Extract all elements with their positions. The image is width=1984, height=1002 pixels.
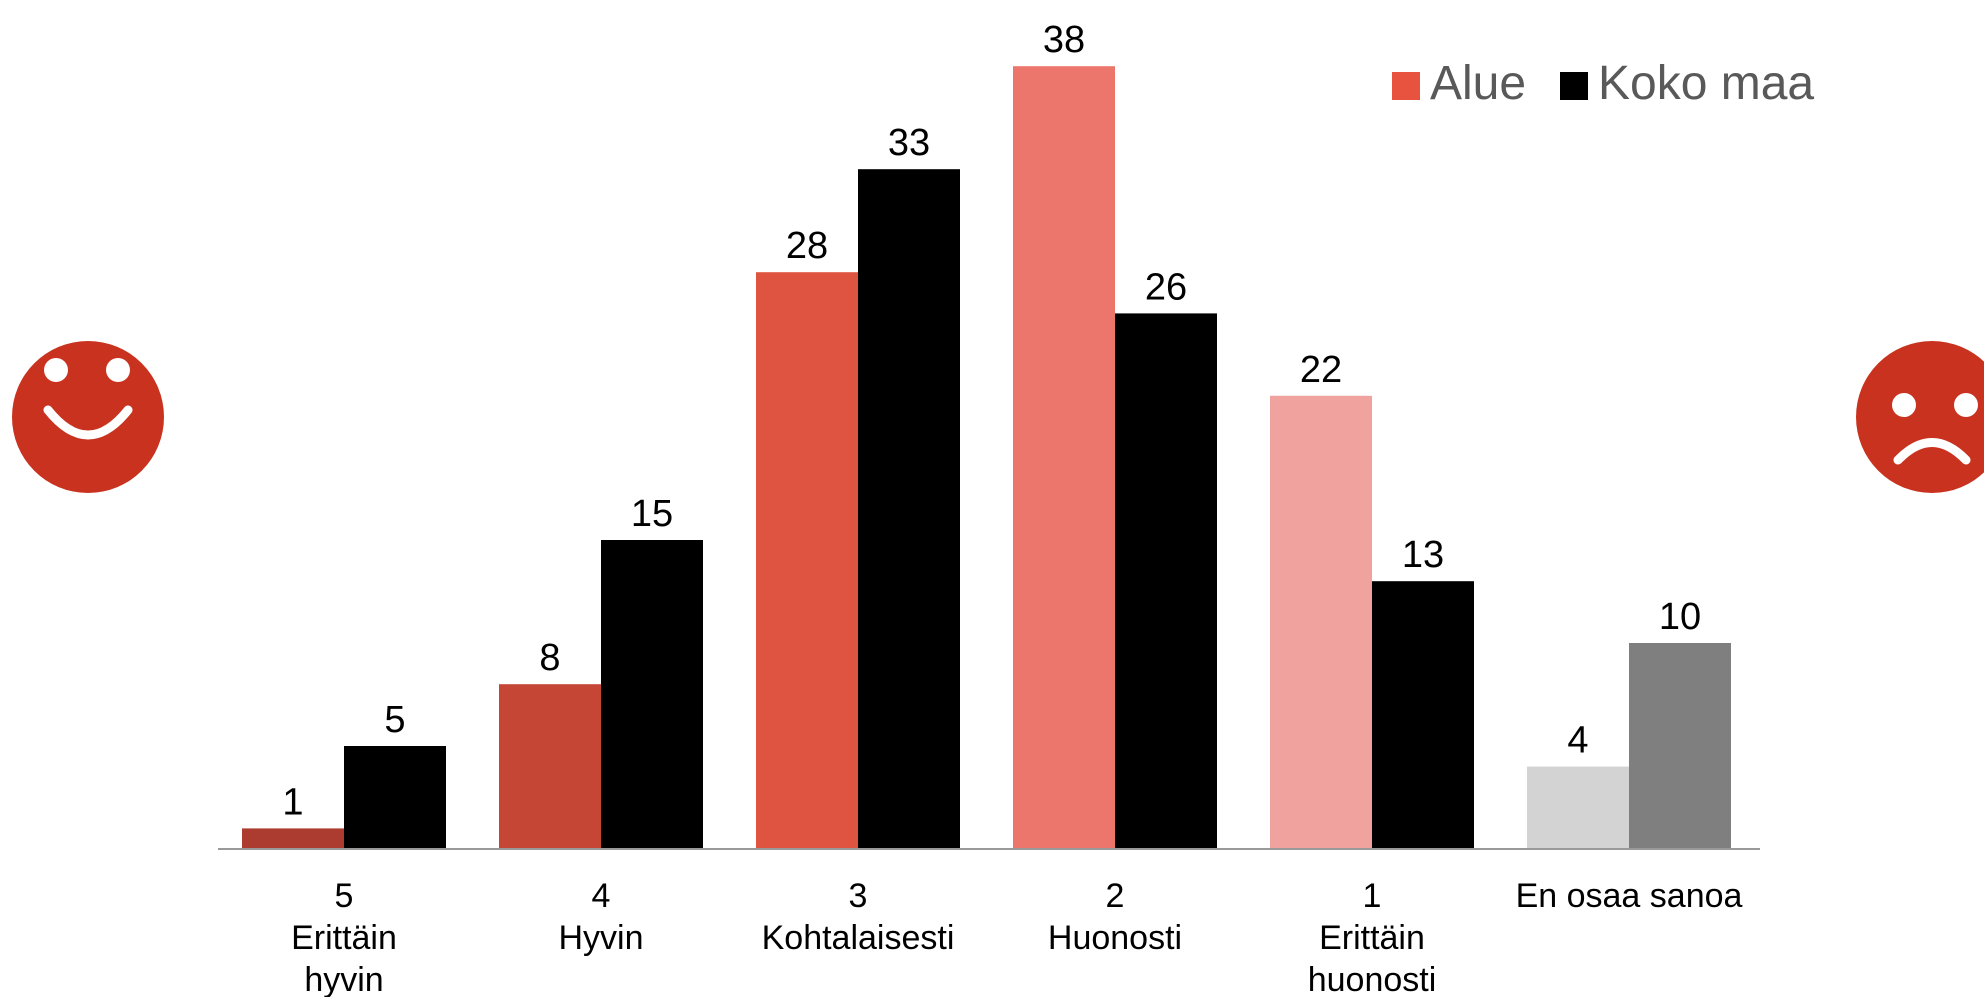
- value-label-koko-maa-1: 15: [631, 493, 673, 535]
- x-tick-labels-group: 5 Erittäin hyvin 4 Hyvin 3 Kohtalaisesti 2 Huono…: [291, 877, 1743, 999]
- x-tick-label-2-1: Kohtalaisesti: [762, 919, 955, 957]
- x-tick-label-3-0: 2: [1106, 877, 1125, 915]
- value-label-alue-4: 22: [1300, 349, 1342, 391]
- value-label-koko-maa-3: 26: [1145, 266, 1187, 308]
- x-tick-label-1-0: 4: [592, 877, 611, 915]
- legend-swatch-alue: [1392, 72, 1420, 100]
- value-label-koko-maa-5: 10: [1659, 596, 1701, 638]
- x-tick-label-4-0: 1: [1363, 877, 1382, 915]
- value-label-alue-1: 8: [539, 637, 560, 679]
- bar-alue-3: [1013, 66, 1115, 849]
- bar-alue-5: [1527, 766, 1629, 849]
- bars-group: [242, 66, 1731, 849]
- x-tick-label-0-2: hyvin: [304, 961, 383, 997]
- bar-koko-maa-3: [1115, 313, 1217, 849]
- bar-alue-2: [756, 272, 858, 849]
- bar-koko-maa-2: [858, 169, 960, 849]
- value-label-alue-3: 38: [1043, 19, 1085, 61]
- legend-label-alue: Alue: [1430, 57, 1526, 110]
- bar-alue-0: [242, 828, 344, 849]
- sad-face-icon: [1856, 341, 1984, 493]
- value-label-koko-maa-4: 13: [1402, 534, 1444, 576]
- legend-label-koko-maa: Koko maa: [1598, 57, 1814, 110]
- bar-koko-maa-5: [1629, 643, 1731, 849]
- x-tick-label-5-0: En osaa sanoa: [1516, 877, 1743, 915]
- x-tick-label-4-2: huonosti: [1308, 961, 1437, 997]
- bar-koko-maa-1: [601, 540, 703, 849]
- bar-alue-4: [1270, 395, 1372, 849]
- value-label-koko-maa-2: 33: [888, 122, 930, 164]
- x-tick-label-3-1: Huonosti: [1048, 919, 1182, 957]
- x-tick-label-1-1: Hyvin: [558, 919, 643, 957]
- value-label-koko-maa-0: 5: [384, 699, 405, 741]
- x-tick-label-0-1: Erittäin: [291, 919, 397, 957]
- happy-face-icon: [12, 341, 164, 493]
- x-tick-label-2-0: 3: [849, 877, 868, 915]
- bar-alue-1: [499, 684, 601, 849]
- legend-swatch-koko-maa: [1560, 72, 1588, 100]
- value-label-alue-0: 1: [282, 781, 303, 823]
- value-label-alue-2: 28: [786, 225, 828, 267]
- bar-koko-maa-0: [344, 746, 446, 849]
- x-tick-label-0-0: 5: [335, 877, 354, 915]
- value-label-alue-5: 4: [1567, 720, 1588, 762]
- x-tick-label-4-1: Erittäin: [1319, 919, 1425, 957]
- legend: Alue Koko maa: [1392, 57, 1814, 110]
- bar-koko-maa-4: [1372, 581, 1474, 849]
